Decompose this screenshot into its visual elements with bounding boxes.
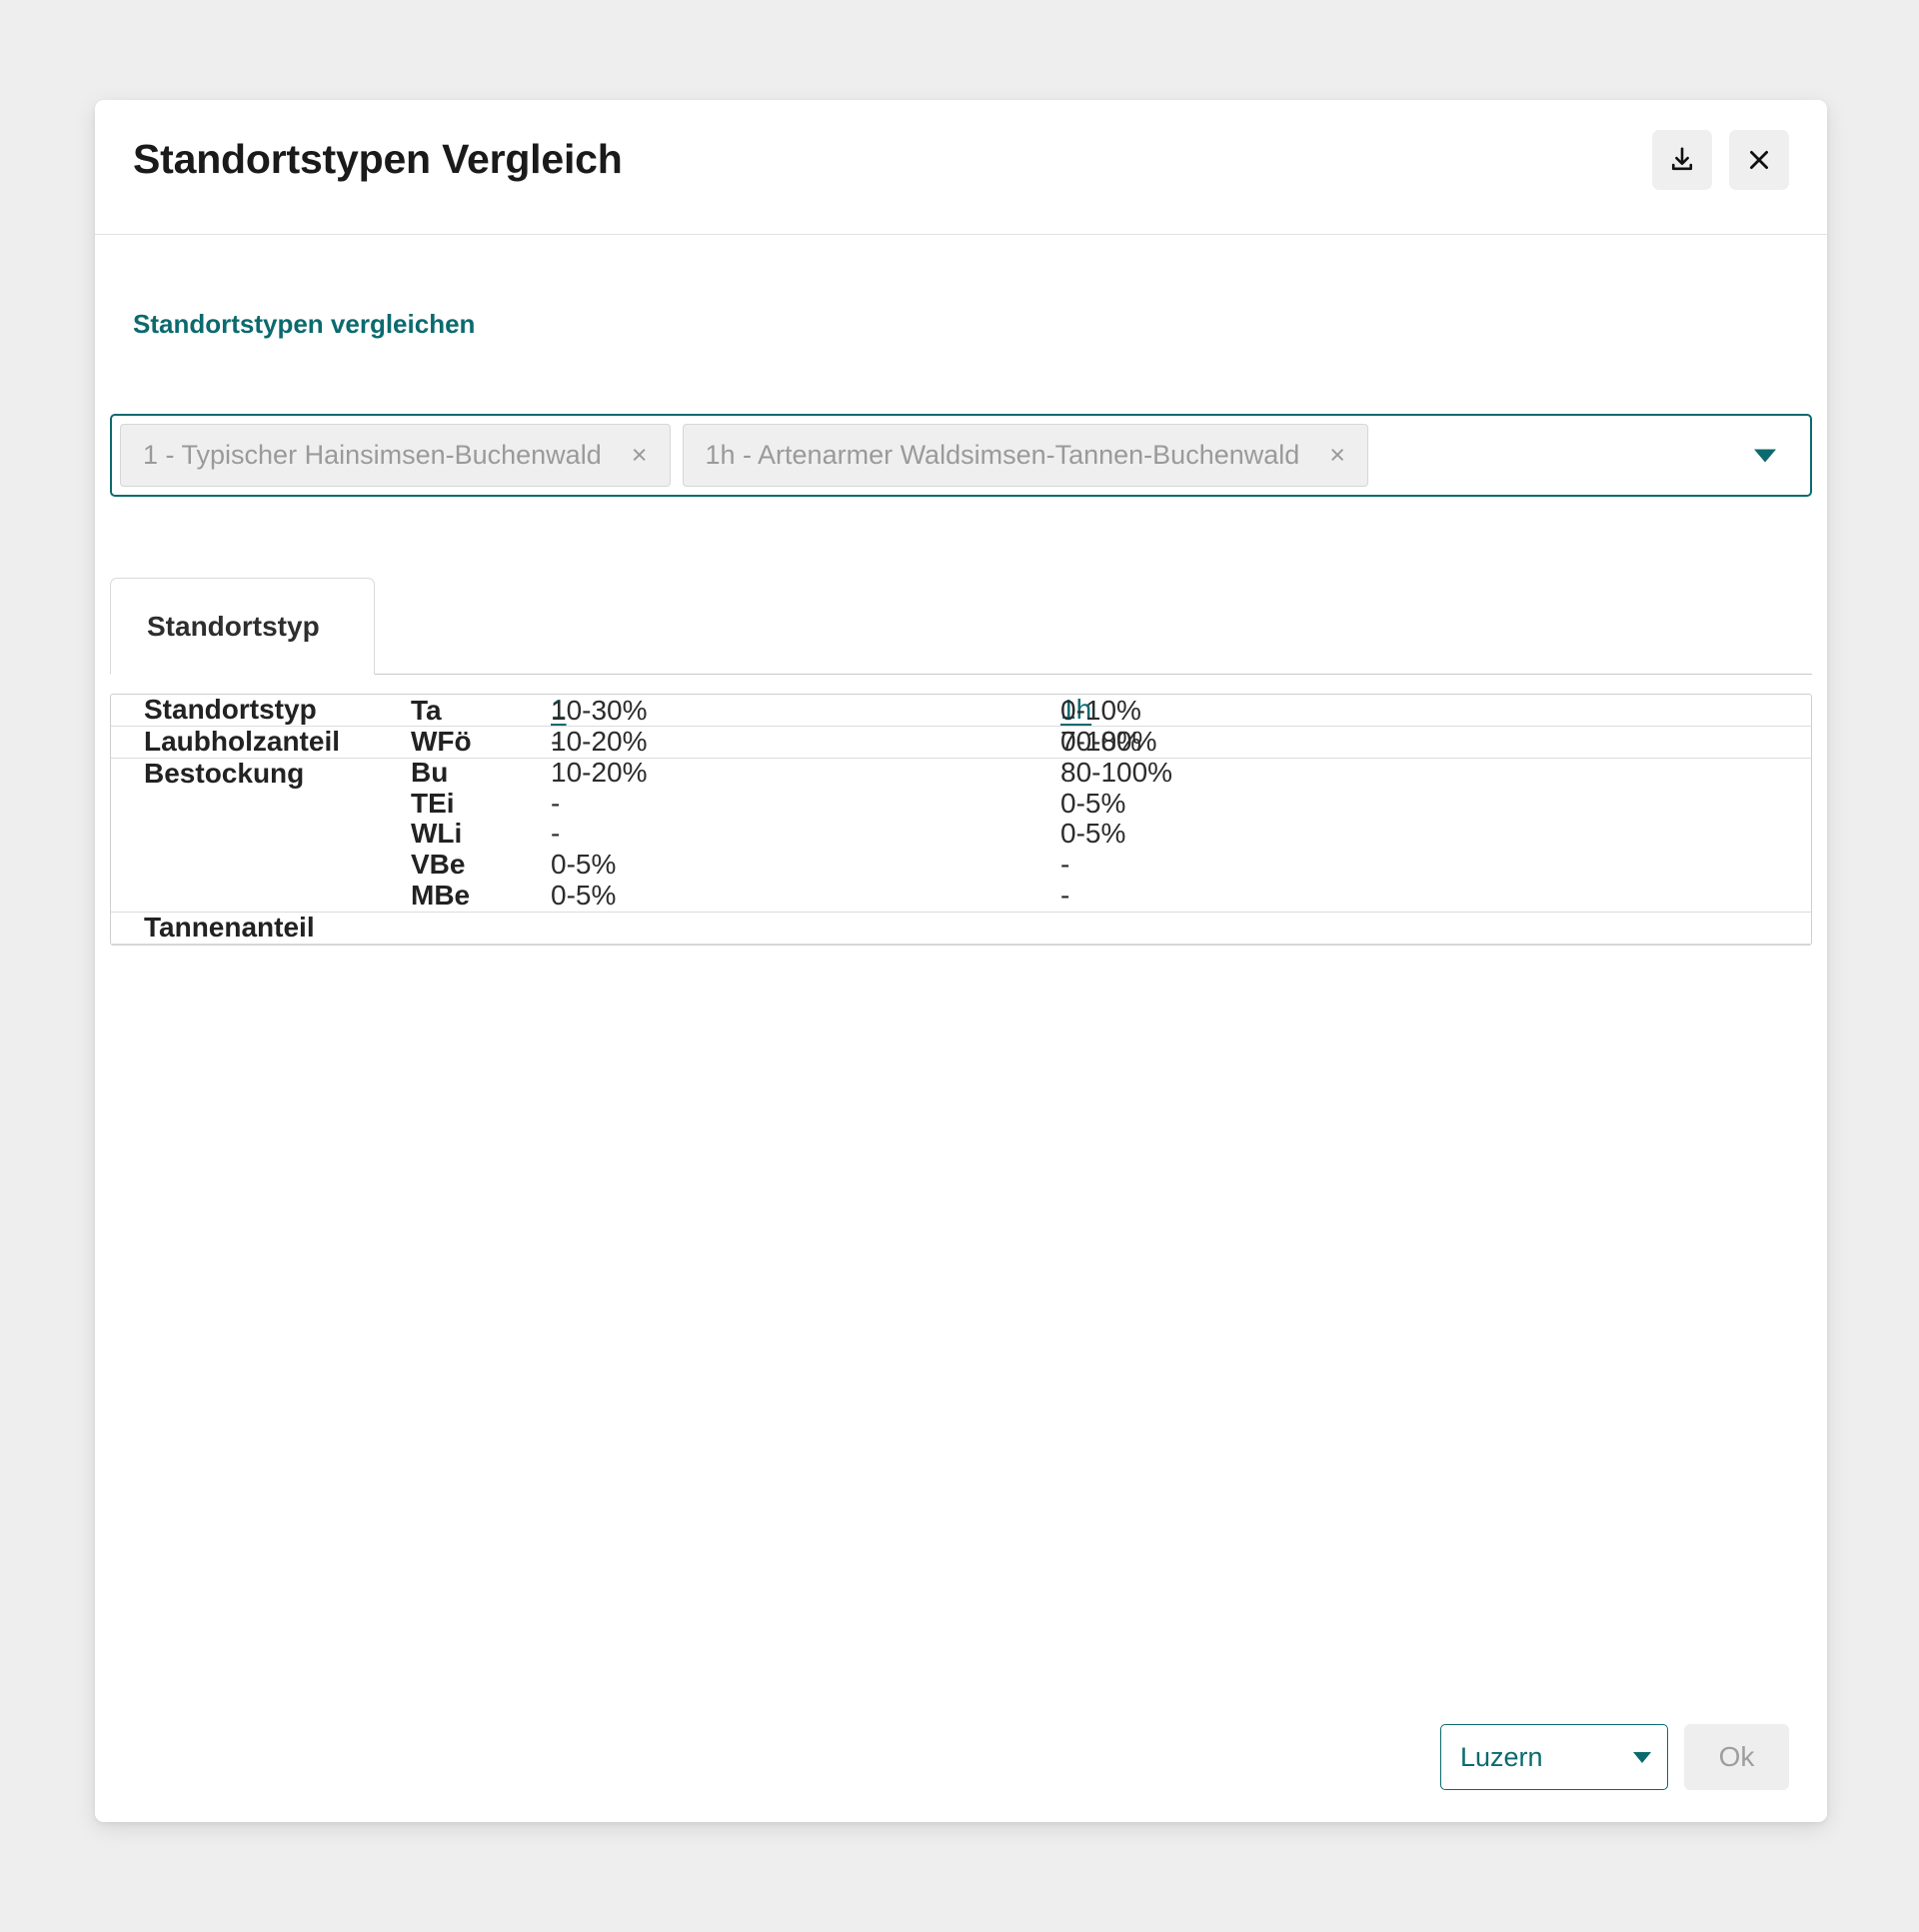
bestockung-row-wli: WLi - 0-5%	[111, 819, 1811, 850]
row-value-col1: 1	[551, 694, 1060, 726]
row-label: Laubholzanteil	[144, 725, 340, 757]
row-value-col1: 10-20%	[551, 725, 648, 757]
bestockung-row-vbe: VBe 0-5% -	[111, 849, 1811, 881]
species-value-col1: 0-5%	[551, 879, 617, 911]
species-value-col1: 0-5%	[551, 849, 617, 881]
chevron-down-icon	[1633, 1751, 1651, 1763]
selected-chip-2[interactable]: 1h - Artenarmer Waldsimsen-Tannen-Buchen…	[682, 424, 1369, 487]
page-title: Standortstypen Vergleich	[133, 136, 623, 182]
species-value-col2: 0-10%	[1060, 695, 1141, 727]
row-sublabel	[411, 912, 551, 944]
species-value-col2: 0-5%	[1060, 787, 1126, 819]
species-value-col2: 0-20%	[1060, 694, 1811, 696]
table-row-bestockung: Bestockung	[111, 758, 1811, 789]
species-label: VBe	[411, 849, 466, 881]
dialog-footer: Luzern Ok	[95, 1691, 1827, 1822]
dialog-header: Standortstypen Vergleich	[95, 100, 1827, 235]
selected-chip-1[interactable]: 1 - Typischer Hainsimsen-Buchenwald ×	[120, 424, 671, 487]
tab-bar: Standortstyp	[110, 578, 1812, 675]
standortstypen-vergleich-dialog: Standortstypen Vergleich Sta	[95, 100, 1827, 1822]
species-label: Ta	[411, 695, 442, 727]
chip-label: 1h - Artenarmer Waldsimsen-Tannen-Buchen…	[705, 440, 1300, 470]
row-label: Standortstyp	[144, 694, 317, 725]
table-row-laubholzanteil: Laubholzanteil 10-20% 70-80%	[111, 725, 1811, 759]
chip-label: 1 - Typischer Hainsimsen-Buchenwald	[143, 440, 602, 470]
standortstyp-link-1[interactable]: 1	[551, 694, 567, 725]
row-label-spacer	[111, 819, 411, 850]
region-select-value: Luzern	[1460, 1741, 1543, 1772]
species-value-col1: -	[551, 787, 561, 819]
row-label-spacer	[111, 789, 411, 820]
row-value-col2: 1h	[1060, 694, 1811, 726]
species-value-col2: 0-10%	[1060, 725, 1141, 757]
species-value-col2: -	[1060, 879, 1070, 911]
table-row-standortstyp: Standortstyp 1 1h	[111, 694, 1811, 727]
species-value-col1: -	[551, 725, 561, 757]
chip-remove-icon[interactable]: ×	[1329, 440, 1346, 470]
standortstyp-link-1h[interactable]: 1h	[1060, 694, 1092, 725]
species-value-col2: 0-5%	[1060, 818, 1126, 850]
dialog-body: Standortstypen vergleichen 1 - Typischer…	[95, 235, 1827, 1691]
close-icon	[1746, 147, 1772, 173]
selector-label: Standortstypen vergleichen	[133, 309, 476, 339]
species-label: TEi	[411, 787, 455, 819]
species-label: MBe	[411, 879, 471, 911]
chip-remove-icon[interactable]: ×	[631, 440, 648, 470]
row-label: Bestockung	[144, 757, 305, 789]
standortstypen-multiselect[interactable]: 1 - Typischer Hainsimsen-Buchenwald × 1h…	[110, 414, 1812, 497]
species-value-col1: -	[551, 818, 561, 850]
species-label: Bu	[411, 756, 449, 788]
species-value-col1: 30-60%	[551, 694, 1060, 696]
species-label: Fi	[411, 694, 551, 696]
bestockung-row-mbe: MBe 0-5% -	[111, 879, 1811, 913]
header-actions	[1652, 130, 1789, 190]
species-value-col2: 80-100%	[1060, 756, 1173, 788]
row-label-spacer	[111, 881, 411, 912]
bestockung-row-bu: Bu 10-20% 80-100%	[111, 756, 1811, 789]
species-label: WFö	[411, 725, 472, 757]
bestockung-row-wfoe: WFö - 0-10%	[111, 725, 1811, 758]
row-value-col2	[1060, 912, 1811, 944]
species-value-col2: -	[1060, 849, 1070, 881]
table-row-tannenanteil: Tannenanteil	[111, 911, 1811, 945]
comparison-table: Standortstyp 1 1h Laubholzanteil	[110, 694, 1812, 946]
download-icon	[1667, 145, 1697, 175]
row-label-spacer	[111, 850, 411, 881]
species-value-col1: 10-30%	[551, 695, 648, 727]
region-select[interactable]: Luzern	[1440, 1724, 1668, 1790]
species-value-col1: 10-20%	[551, 756, 648, 788]
row-label: Tannenanteil	[144, 911, 315, 943]
ok-button[interactable]: Ok	[1684, 1724, 1789, 1790]
bestockung-row-fi: Fi 30-60% 0-20%	[111, 694, 1811, 696]
chevron-down-icon[interactable]	[1754, 449, 1776, 462]
comparison-table-scroll[interactable]: Standortstyp 1 1h Laubholzanteil	[110, 694, 1812, 1691]
row-value-col2: 70-80%	[1060, 725, 1157, 757]
species-label: WLi	[411, 818, 463, 850]
bestockung-grid: Fi 30-60% 0-20% Ta 10-30% 0-10% WF	[111, 694, 1811, 945]
row-value-col1	[551, 912, 1060, 944]
close-button[interactable]	[1729, 130, 1789, 190]
bestockung-row-tei: TEi - 0-5%	[111, 787, 1811, 820]
tab-standortstyp[interactable]: Standortstyp	[110, 578, 375, 675]
bestockung-row-ta: Ta 10-30% 0-10%	[111, 695, 1811, 727]
download-button[interactable]	[1652, 130, 1712, 190]
